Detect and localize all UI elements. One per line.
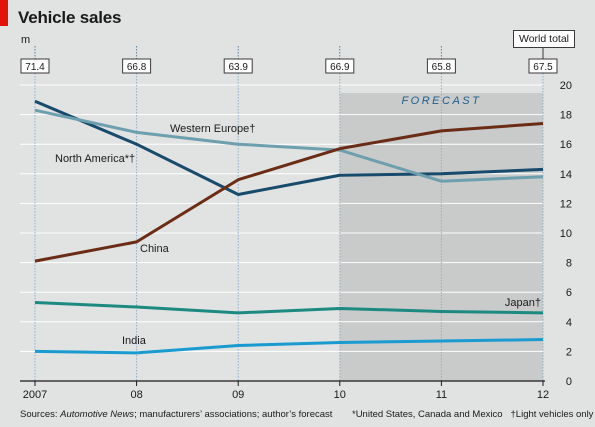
accent-tab bbox=[0, 0, 8, 26]
y-tick-label: 18 bbox=[560, 110, 572, 122]
world-total-value: 71.4 bbox=[25, 62, 45, 73]
x-tick-label: 12 bbox=[537, 389, 549, 401]
footnote-north-america: *United States, Canada and Mexico bbox=[352, 409, 503, 420]
y-tick-label: 10 bbox=[560, 228, 572, 240]
series-label-japan: Japan† bbox=[505, 297, 541, 309]
x-tick-label: 11 bbox=[436, 389, 447, 401]
y-axis-unit: m bbox=[21, 34, 31, 46]
series-label-india: India bbox=[122, 335, 147, 347]
series-lines bbox=[34, 99, 544, 355]
world-total-value: 63.9 bbox=[228, 62, 248, 73]
series-label-north-america: North America*† bbox=[55, 153, 135, 165]
world-total-value: 66.8 bbox=[127, 62, 147, 73]
world-total-box bbox=[426, 58, 456, 74]
world-total-box bbox=[122, 58, 152, 74]
x-tick-label: 08 bbox=[130, 389, 142, 401]
axes: 2007 08 09 10 11 12 bbox=[20, 380, 549, 401]
series-label-western-europe: Western Europe† bbox=[170, 123, 255, 135]
series-line-north-america bbox=[34, 99, 544, 197]
world-total-row: 71.4 66.8 63.9 66.9 65.8 67.5 bbox=[20, 46, 558, 381]
world-total-value: 65.8 bbox=[432, 62, 452, 73]
world-total-box bbox=[20, 58, 50, 74]
series-line-india bbox=[34, 338, 544, 355]
series-label-china: China bbox=[140, 243, 170, 255]
forecast-label: FORECAST bbox=[401, 95, 481, 107]
sources-note: Sources: Automotive News; manufacturers’… bbox=[20, 409, 333, 420]
x-tick-label: 09 bbox=[232, 389, 244, 401]
chart-title: Vehicle sales bbox=[18, 8, 122, 27]
y-tick-label: 0 bbox=[566, 376, 572, 388]
y-tick-label: 12 bbox=[560, 198, 572, 210]
series-labels: North America*† Western Europe† China Japan… bbox=[55, 123, 541, 347]
series-line-china bbox=[34, 121, 544, 263]
world-total-value: 67.5 bbox=[533, 62, 553, 73]
world-total-box bbox=[223, 58, 253, 74]
world-total-value: 66.9 bbox=[330, 62, 350, 73]
series-line-japan bbox=[34, 301, 544, 315]
x-tick-label: 10 bbox=[334, 389, 346, 401]
footnotes: *United States, Canada and Mexico †Light … bbox=[352, 409, 593, 420]
world-total-box bbox=[325, 58, 355, 74]
y-tick-label: 20 bbox=[560, 80, 572, 92]
y-tick-label: 4 bbox=[566, 317, 572, 329]
series-line-western-europe bbox=[34, 108, 544, 183]
forecast-shade bbox=[339, 93, 543, 381]
y-tick-label: 6 bbox=[566, 287, 572, 299]
y-tick-label: 8 bbox=[566, 258, 572, 270]
y-tick-label: 14 bbox=[560, 169, 572, 181]
world-total-label: World total bbox=[513, 30, 575, 48]
y-tick-label: 16 bbox=[560, 139, 572, 151]
footnote-light-vehicles: †Light vehicles only bbox=[510, 409, 594, 420]
y-tick-label: 2 bbox=[566, 346, 572, 358]
x-tick-label: 2007 bbox=[23, 389, 47, 401]
